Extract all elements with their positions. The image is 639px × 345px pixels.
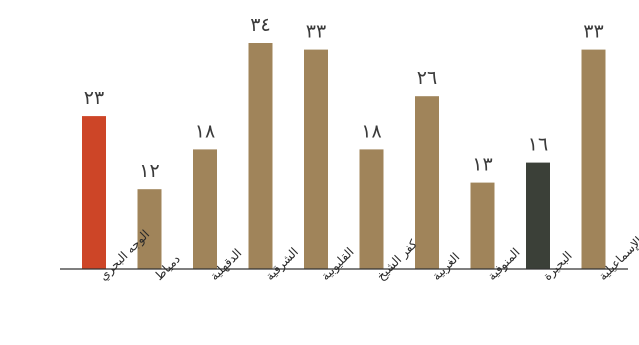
value-label-6: ١٨	[361, 120, 381, 142]
bar-10	[581, 49, 606, 269]
value-label-2: ١٢	[139, 160, 159, 182]
bar-6	[359, 149, 384, 269]
value-label-3: ١٨	[195, 120, 215, 142]
bar-7	[415, 96, 439, 269]
value-label-5: ٣٣	[306, 21, 326, 43]
value-label-4: ٣٤	[250, 14, 270, 36]
value-label-10: ٣٣	[583, 21, 603, 43]
bar-9	[526, 162, 550, 269]
value-label-7: ٢٦	[417, 67, 437, 89]
bar-5	[304, 49, 328, 269]
bar-8	[470, 182, 495, 269]
bar-1	[82, 116, 106, 269]
bar-4	[248, 43, 273, 269]
value-label-8: ١٣	[472, 154, 492, 176]
value-label-1: ٢٣	[84, 87, 104, 109]
bar-3	[193, 149, 217, 269]
bars-layer	[82, 43, 606, 269]
value-label-9: ١٦	[528, 134, 548, 156]
bar-2	[137, 189, 162, 269]
value-labels-layer: ٢٣ ١٢ ١٨ ٣٤ ٣٣ ١٨ ٢٦ ١٣ ١٦ ٣٣	[84, 14, 604, 182]
